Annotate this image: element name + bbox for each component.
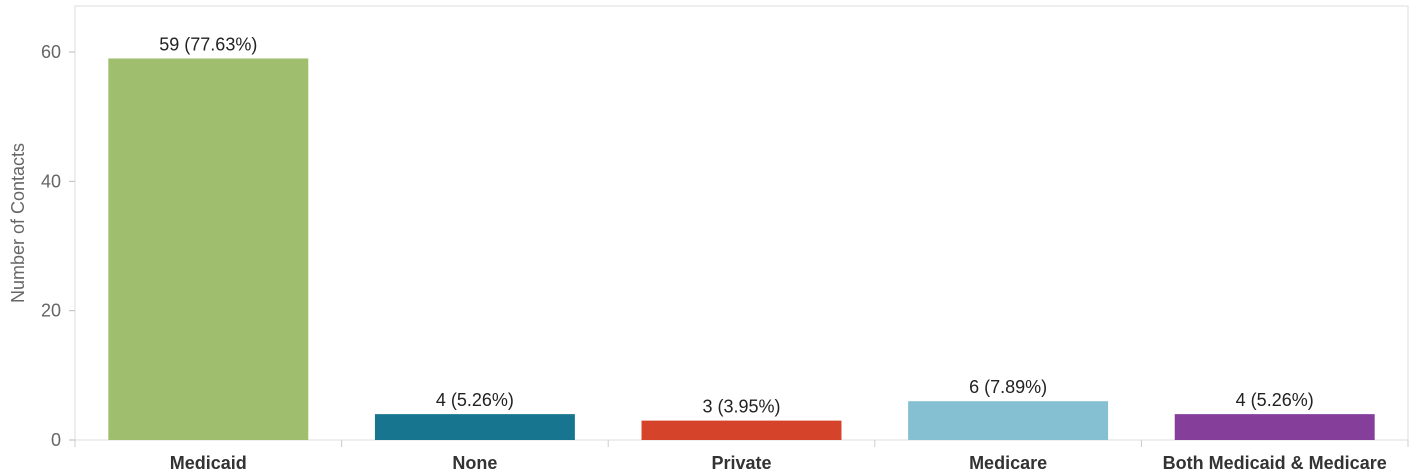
bar-data-label: 3 (3.95%) <box>702 397 780 417</box>
category-label: Both Medicaid & Medicare <box>1163 453 1387 473</box>
data-labels: 59 (77.63%) 4 (5.26%) 3 (3.95%) 6 (7.89%) 4 … <box>159 34 1313 416</box>
category-labels: Medicaid None Private Medicare Both Medicaid… <box>170 453 1387 473</box>
bar <box>1174 414 1375 440</box>
y-tick-label: 20 <box>41 301 61 321</box>
bars <box>108 58 1375 440</box>
y-axis-title: Number of Contacts <box>8 143 28 303</box>
bar <box>641 420 842 440</box>
bar <box>108 58 309 440</box>
bar <box>908 401 1109 440</box>
category-label: None <box>452 453 497 473</box>
category-label: Medicaid <box>170 453 247 473</box>
bar-data-label: 4 (5.26%) <box>436 390 514 410</box>
y-tick-label: 60 <box>41 42 61 62</box>
category-label: Medicare <box>969 453 1047 473</box>
bar-data-label: 6 (7.89%) <box>969 377 1047 397</box>
y-tick-label: 40 <box>41 171 61 191</box>
y-tick-label: 0 <box>51 430 61 450</box>
category-label: Private <box>711 453 771 473</box>
bar-data-label: 59 (77.63%) <box>159 34 257 54</box>
bar <box>374 414 575 440</box>
y-axis: 0 20 40 60 <box>41 42 75 450</box>
bar-data-label: 4 (5.26%) <box>1236 390 1314 410</box>
x-axis <box>74 440 1409 447</box>
